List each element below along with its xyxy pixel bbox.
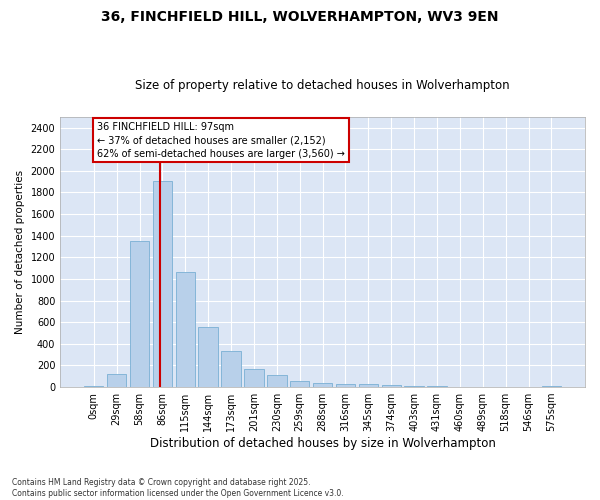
Bar (496, 386, 515, 387)
Bar (473, 386, 493, 387)
Bar (404, 386, 424, 387)
Text: Contains HM Land Registry data © Crown copyright and database right 2025.
Contai: Contains HM Land Registry data © Crown c… (12, 478, 344, 498)
Bar (244, 369, 263, 387)
Bar (427, 386, 447, 387)
Bar (359, 384, 378, 387)
Y-axis label: Number of detached properties: Number of detached properties (15, 170, 25, 334)
Text: 36 FINCHFIELD HILL: 97sqm
← 37% of detached houses are smaller (2,152)
62% of se: 36 FINCHFIELD HILL: 97sqm ← 37% of detac… (97, 122, 345, 158)
Text: 36, FINCHFIELD HILL, WOLVERHAMPTON, WV3 9EN: 36, FINCHFIELD HILL, WOLVERHAMPTON, WV3 … (101, 10, 499, 24)
Bar (382, 385, 401, 387)
Bar (199, 326, 218, 387)
Bar (176, 272, 195, 387)
Bar (107, 374, 127, 387)
Bar (450, 386, 470, 387)
Bar (221, 351, 241, 387)
Bar (542, 386, 561, 387)
Bar (152, 180, 172, 387)
Bar (267, 375, 287, 387)
Bar (290, 380, 310, 387)
Title: Size of property relative to detached houses in Wolverhampton: Size of property relative to detached ho… (135, 79, 510, 92)
Bar (313, 384, 332, 387)
X-axis label: Distribution of detached houses by size in Wolverhampton: Distribution of detached houses by size … (149, 437, 496, 450)
Bar (130, 240, 149, 387)
Bar (84, 386, 103, 387)
Bar (336, 384, 355, 387)
